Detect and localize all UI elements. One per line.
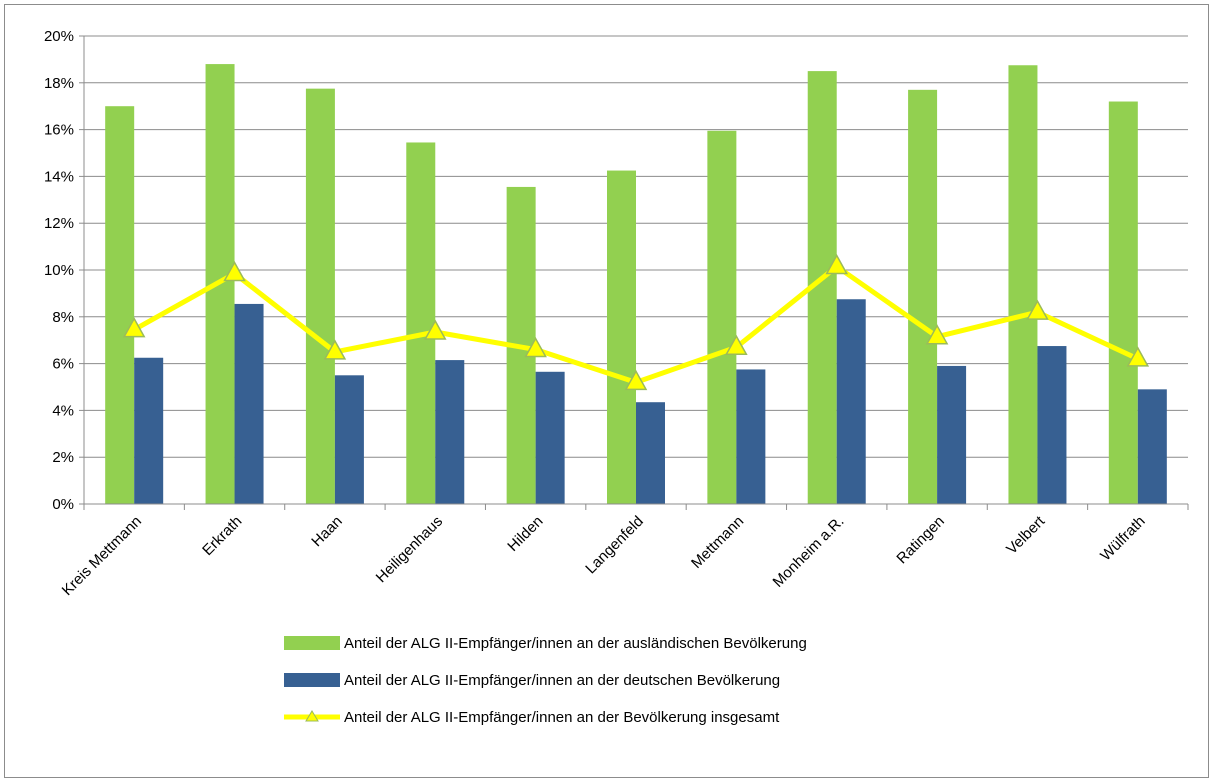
category-label: Haan (308, 513, 345, 550)
category-label: Langenfeld (582, 513, 647, 578)
bar-series-2 (535, 371, 565, 504)
series-3-point (624, 369, 648, 391)
bar-series-1 (1008, 65, 1038, 504)
category-label: Heiligenhaus (373, 513, 446, 586)
bar-series-1 (607, 170, 636, 505)
y-tick-label: 2% (52, 449, 74, 466)
series-3-point (1026, 299, 1049, 320)
bar-series-1 (1108, 101, 1138, 505)
series-3-point (1126, 346, 1150, 367)
bar-series-2 (435, 360, 465, 504)
legend-label-2: Anteil der ALG II-Empfänger/innen an der… (344, 672, 780, 689)
series-3-point (323, 339, 347, 360)
category-label: Velbert (1003, 512, 1049, 558)
category-label: Monheim a.R. (770, 513, 848, 591)
series-3-point (423, 319, 447, 340)
y-tick-label: 6% (52, 356, 74, 373)
legend: Anteil der ALG II-Empfänger/innen an der… (284, 635, 807, 726)
bars (105, 64, 1167, 505)
bar-series-2 (334, 375, 364, 504)
bar-series-2 (736, 369, 766, 504)
category-label: Hilden (504, 513, 546, 555)
category-label: Kreis Mettmann (59, 513, 145, 599)
y-tick-label: 14% (44, 168, 74, 185)
legend-marker-3 (305, 710, 319, 722)
bar-series-1 (406, 142, 436, 504)
y-tick-label: 16% (44, 122, 74, 139)
x-axis: Kreis Mettmann Erkrath Haan Heiligenhaus Hil… (59, 503, 1189, 599)
series-3-point (925, 324, 949, 345)
legend-swatch-1 (284, 636, 340, 650)
bar-series-2 (1137, 389, 1167, 504)
y-tick-label: 18% (44, 75, 74, 92)
series-3-point (223, 260, 246, 282)
category-label: Erkrath (199, 513, 245, 559)
bar-series-2 (836, 299, 866, 504)
y-tick-label: 12% (44, 215, 74, 232)
y-tick-label: 20% (44, 28, 74, 45)
total-line (122, 253, 1150, 391)
category-label: Mettmann (688, 513, 747, 572)
bar-series-2 (134, 357, 164, 504)
bar-series-2 (937, 365, 967, 504)
bar-series-1 (305, 88, 335, 505)
y-tick-label: 0% (52, 496, 74, 513)
bar-series-2 (1037, 346, 1067, 504)
legend-swatch-2 (284, 673, 340, 687)
series-3-point (524, 337, 547, 358)
bar-series-2 (636, 402, 665, 504)
bar-series-1 (707, 130, 737, 504)
category-label: Wülfrath (1097, 513, 1149, 565)
category-label: Ratingen (893, 513, 947, 567)
y-tick-label: 8% (52, 309, 74, 326)
legend-label-1: Anteil der ALG II-Empfänger/innen an der… (344, 635, 807, 652)
chart-frame (4, 4, 1209, 778)
legend-label-3: Anteil der ALG II-Empfänger/innen an der… (344, 709, 780, 726)
y-tick-label: 4% (52, 402, 74, 419)
series-3-point (825, 253, 849, 275)
y-axis: 0% 2% 4% 6% 8% 10% 12% 14% 16% 18% 20% (44, 28, 85, 513)
y-tick-label: 10% (44, 262, 74, 279)
series-3-point (122, 317, 146, 338)
series-3-point (725, 334, 748, 355)
bar-series-2 (234, 303, 264, 504)
bar-series-1 (908, 89, 938, 504)
bar-series-1 (105, 106, 135, 504)
